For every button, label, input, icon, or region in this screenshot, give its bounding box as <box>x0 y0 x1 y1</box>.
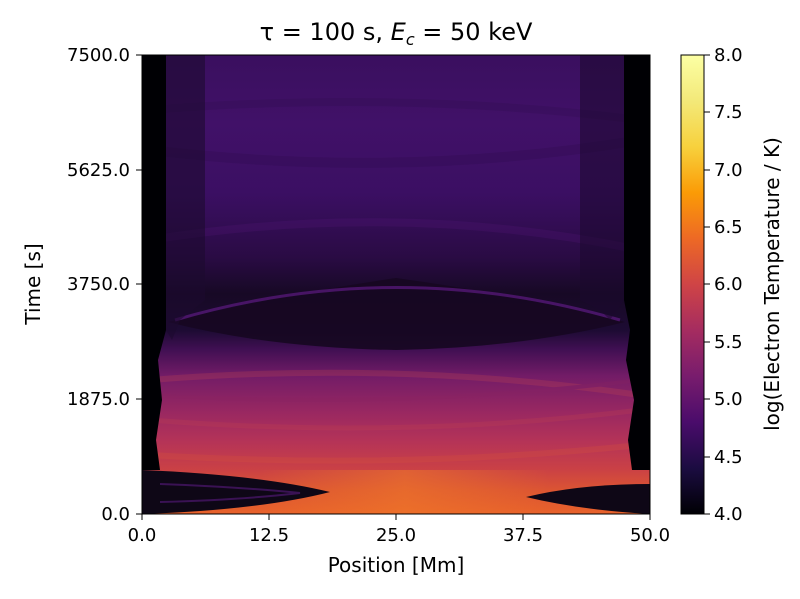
colorbar-tick-label: 4.5 <box>714 447 743 468</box>
heatmap-plot <box>142 55 650 514</box>
colorbar-tick-label: 5.0 <box>714 389 743 410</box>
cold-lobe-left-line <box>159 483 301 503</box>
x-tick-label: 12.5 <box>249 525 289 546</box>
y-tick-label: 0.0 <box>101 504 130 525</box>
y-axis: 0.0 1875.0 3750.0 5625.0 7500.0 Time [s] <box>21 45 142 525</box>
colorbar-tick-label: 6.0 <box>714 274 743 295</box>
colorbar-label: log(Electron Temperature / K) <box>760 137 784 431</box>
heatmap-streaks <box>149 98 641 464</box>
cold-eye <box>168 278 625 350</box>
colorbar-tick-label: 7.0 <box>714 160 743 181</box>
y-tick-label: 5625.0 <box>67 160 130 181</box>
colorbar-tick-label: 8.0 <box>714 45 743 66</box>
y-tick-label: 3750.0 <box>67 274 130 295</box>
chart-title: τ = 100 s, Ec = 50 keV <box>260 18 533 49</box>
x-axis: 0.0 12.5 25.0 37.5 50.0 Position [Mm] <box>128 514 670 577</box>
x-tick-label: 0.0 <box>128 525 157 546</box>
x-tick-label: 37.5 <box>503 525 543 546</box>
y-tick-label: 7500.0 <box>67 45 130 66</box>
cold-lobe-left <box>142 470 330 514</box>
x-axis-label: Position [Mm] <box>328 553 465 577</box>
left-footpoint <box>142 55 166 470</box>
colorbar-tick-label: 4.0 <box>714 504 743 525</box>
colorbar-tick-label: 6.5 <box>714 217 743 238</box>
colorbar: 4.0 4.5 5.0 5.5 6.0 6.5 7.0 7.5 8.0 log(… <box>680 45 784 525</box>
cold-eye-rim <box>174 286 621 322</box>
x-tick-label: 25.0 <box>376 525 416 546</box>
x-tick-label: 50.0 <box>630 525 670 546</box>
colorbar-tick-label: 5.5 <box>714 332 743 353</box>
cold-lobe-right <box>526 484 650 514</box>
colorbar-tick-label: 7.5 <box>714 102 743 123</box>
left-transition <box>166 55 205 340</box>
colorbar-gradient <box>680 54 705 515</box>
right-footpoint <box>624 55 650 470</box>
y-axis-label: Time [s] <box>21 243 45 325</box>
right-transition <box>580 55 624 320</box>
y-tick-label: 1875.0 <box>67 389 130 410</box>
